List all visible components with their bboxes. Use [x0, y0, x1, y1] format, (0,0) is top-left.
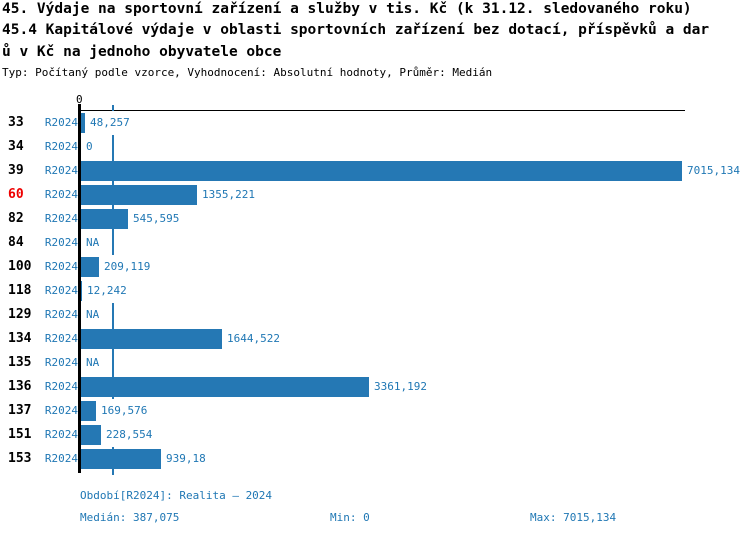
y-axis-line: [78, 104, 81, 473]
row-period-label: R2024: [44, 380, 78, 393]
bar-value-label: NA: [85, 351, 101, 375]
bar-row: 82 R2024 545,595: [0, 207, 750, 231]
row-category-label: 153: [8, 451, 32, 466]
row-period-label: R2024: [44, 260, 78, 273]
row-period-label: R2024: [44, 236, 78, 249]
row-period-label: R2024: [44, 212, 78, 225]
bar-row: 39 R2024 7015,134: [0, 159, 750, 183]
bar-row: 151 R2024 228,554: [0, 423, 750, 447]
row-category-label: 137: [8, 403, 32, 418]
row-category-label: 118: [8, 283, 32, 298]
row-category-label: 34: [8, 139, 24, 154]
bar: [81, 329, 222, 349]
row-category-label: 129: [8, 307, 32, 322]
bar: [81, 209, 128, 229]
row-category-label: 82: [8, 211, 24, 226]
chart-meta-line: Typ: Počítaný podle vzorce, Vyhodnocení:…: [2, 66, 493, 79]
row-period-label: R2024: [44, 188, 78, 201]
row-period-label: R2024: [44, 332, 78, 345]
row-category-label: 39: [8, 163, 24, 178]
row-category-label: 135: [8, 355, 32, 370]
row-category-label: 84: [8, 235, 24, 250]
bar: [81, 377, 369, 397]
bar-row: 137 R2024 169,576: [0, 399, 750, 423]
row-category-label: 33: [8, 115, 24, 130]
bar-row: 136 R2024 3361,192: [0, 375, 750, 399]
footer-period-line: Období[R2024]: Realita – 2024: [80, 489, 273, 502]
bar-value-label: 3361,192: [373, 375, 428, 399]
bar-value-label: 48,257: [89, 111, 131, 135]
row-period-label: R2024: [44, 140, 78, 153]
row-category-label: 151: [8, 427, 32, 442]
chart-title-line-1: 45. Výdaje na sportovní zařízení a služb…: [2, 1, 692, 17]
bar: [81, 449, 161, 469]
footer-median-stat: Medián: 387,075: [80, 511, 180, 524]
bar-value-label: 12,242: [86, 279, 128, 303]
bar-value-label: NA: [85, 231, 101, 255]
bar-row: 153 R2024 939,18: [0, 447, 750, 471]
bar-value-label: 545,595: [132, 207, 181, 231]
chart-title-line-2: 45.4 Kapitálové výdaje v oblasti sportov…: [2, 22, 710, 38]
row-period-label: R2024: [44, 284, 78, 297]
row-category-label: 100: [8, 259, 32, 274]
bar-value-label: 228,554: [105, 423, 154, 447]
row-period-label: R2024: [44, 356, 78, 369]
bar: [81, 281, 82, 301]
bar-row: 34 R2024 0: [0, 135, 750, 159]
bar-row: 84 R2024 NA: [0, 231, 750, 255]
bar-value-label: NA: [85, 303, 101, 327]
bar-value-label: 0: [85, 135, 94, 159]
row-category-label: 136: [8, 379, 32, 394]
bar-row: 135 R2024 NA: [0, 351, 750, 375]
x-axis-zero-tick-label: 0: [76, 93, 83, 106]
bar: [81, 425, 101, 445]
bar-value-label: 1644,522: [226, 327, 281, 351]
bar-row: 134 R2024 1644,522: [0, 327, 750, 351]
footer-min-stat: Min: 0: [330, 511, 370, 524]
bar-value-label: 7015,134: [686, 159, 741, 183]
footer-max-stat: Max: 7015,134: [530, 511, 617, 524]
bar-value-label: 939,18: [165, 447, 207, 471]
bar-row: 60 R2024 1355,221: [0, 183, 750, 207]
bar: [81, 401, 96, 421]
row-category-label: 134: [8, 331, 32, 346]
bar-value-label: 1355,221: [201, 183, 256, 207]
bar: [81, 113, 85, 133]
bar-row: 100 R2024 209,119: [0, 255, 750, 279]
row-period-label: R2024: [44, 308, 78, 321]
row-period-label: R2024: [44, 116, 78, 129]
chart-title-line-3: ů v Kč na jednoho obyvatele obce: [2, 44, 282, 60]
bar: [81, 185, 197, 205]
x-axis-line: [80, 110, 685, 111]
row-category-label: 60: [8, 187, 24, 202]
bar-row: 118 R2024 12,242: [0, 279, 750, 303]
row-period-label: R2024: [44, 452, 78, 465]
bar: [81, 161, 682, 181]
bar-value-label: 169,576: [100, 399, 149, 423]
bar: [81, 257, 99, 277]
row-period-label: R2024: [44, 428, 78, 441]
bar-value-label: 209,119: [103, 255, 152, 279]
row-period-label: R2024: [44, 404, 78, 417]
bar-row: 129 R2024 NA: [0, 303, 750, 327]
row-period-label: R2024: [44, 164, 78, 177]
bar-row: 33 R2024 48,257: [0, 111, 750, 135]
